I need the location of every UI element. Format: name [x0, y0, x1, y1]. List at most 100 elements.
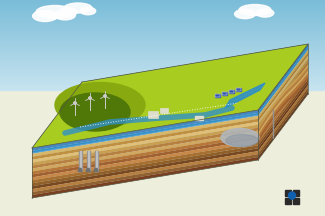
Polygon shape	[229, 90, 234, 93]
Circle shape	[104, 95, 106, 97]
Polygon shape	[258, 76, 308, 145]
Polygon shape	[258, 68, 308, 137]
Bar	[0, 29, 325, 30]
Ellipse shape	[256, 9, 274, 17]
Bar	[0, 39, 325, 40]
Bar	[0, 38, 325, 39]
Bar	[0, 66, 325, 67]
Circle shape	[104, 95, 106, 97]
Bar	[0, 46, 325, 47]
Circle shape	[89, 97, 91, 99]
Bar	[0, 1, 325, 2]
Ellipse shape	[239, 5, 271, 16]
Polygon shape	[258, 65, 308, 130]
Polygon shape	[225, 83, 265, 108]
Polygon shape	[32, 139, 258, 180]
Polygon shape	[258, 88, 308, 157]
Bar	[0, 79, 325, 80]
Bar	[285, 198, 291, 204]
Bar	[0, 15, 325, 16]
Polygon shape	[215, 94, 220, 97]
Bar	[0, 3, 325, 4]
Bar	[0, 58, 325, 59]
Ellipse shape	[221, 129, 259, 146]
Bar	[0, 31, 325, 32]
Bar	[0, 72, 325, 73]
Polygon shape	[78, 168, 82, 172]
Bar	[0, 82, 325, 83]
Polygon shape	[258, 44, 308, 113]
Polygon shape	[258, 53, 308, 122]
Polygon shape	[95, 151, 97, 170]
Bar	[0, 28, 325, 29]
Bar	[0, 54, 325, 55]
Bar	[0, 33, 325, 34]
Circle shape	[89, 97, 91, 99]
Bar	[0, 6, 325, 7]
Ellipse shape	[32, 10, 57, 22]
Bar	[0, 57, 325, 58]
Polygon shape	[258, 70, 308, 136]
Polygon shape	[32, 44, 308, 148]
Bar	[0, 40, 325, 41]
Bar	[0, 49, 325, 50]
Ellipse shape	[60, 93, 130, 131]
Bar	[0, 56, 325, 57]
Polygon shape	[32, 151, 258, 192]
Polygon shape	[86, 151, 89, 170]
Bar	[0, 41, 325, 42]
Polygon shape	[32, 128, 258, 169]
Bar	[0, 52, 325, 53]
Polygon shape	[32, 145, 258, 186]
Polygon shape	[32, 113, 258, 154]
Ellipse shape	[55, 83, 145, 127]
Bar	[293, 190, 299, 196]
Ellipse shape	[64, 3, 92, 13]
Circle shape	[289, 192, 295, 199]
Bar	[0, 48, 325, 49]
Polygon shape	[96, 151, 97, 170]
Bar	[285, 190, 291, 196]
Bar	[0, 60, 325, 61]
Bar	[0, 76, 325, 77]
Bar	[0, 77, 325, 78]
Bar	[0, 5, 325, 6]
Circle shape	[104, 95, 106, 97]
Polygon shape	[258, 50, 308, 119]
Bar	[0, 88, 325, 89]
Polygon shape	[258, 56, 308, 125]
Circle shape	[89, 97, 91, 99]
Bar	[0, 59, 325, 60]
Bar	[0, 17, 325, 18]
Polygon shape	[80, 151, 81, 170]
Bar	[0, 81, 325, 82]
Bar	[0, 89, 325, 90]
Polygon shape	[94, 168, 98, 172]
Polygon shape	[32, 125, 258, 166]
Bar	[293, 198, 299, 204]
Polygon shape	[32, 131, 258, 172]
Bar	[0, 26, 325, 27]
Bar	[0, 37, 325, 38]
Ellipse shape	[226, 135, 258, 146]
Bar	[0, 87, 325, 88]
Polygon shape	[195, 116, 203, 120]
Bar	[0, 0, 325, 1]
Bar	[0, 4, 325, 5]
Polygon shape	[222, 92, 227, 95]
Polygon shape	[32, 148, 258, 189]
Bar	[0, 73, 325, 74]
Bar	[0, 44, 325, 45]
Bar	[0, 68, 325, 69]
Ellipse shape	[80, 7, 96, 15]
Bar	[0, 14, 325, 15]
Polygon shape	[79, 151, 82, 170]
Polygon shape	[258, 79, 308, 148]
Bar	[0, 19, 325, 20]
Bar	[0, 23, 325, 24]
Polygon shape	[32, 137, 258, 177]
Bar	[0, 51, 325, 52]
Bar	[0, 2, 325, 3]
Polygon shape	[32, 110, 258, 151]
Polygon shape	[87, 151, 88, 170]
